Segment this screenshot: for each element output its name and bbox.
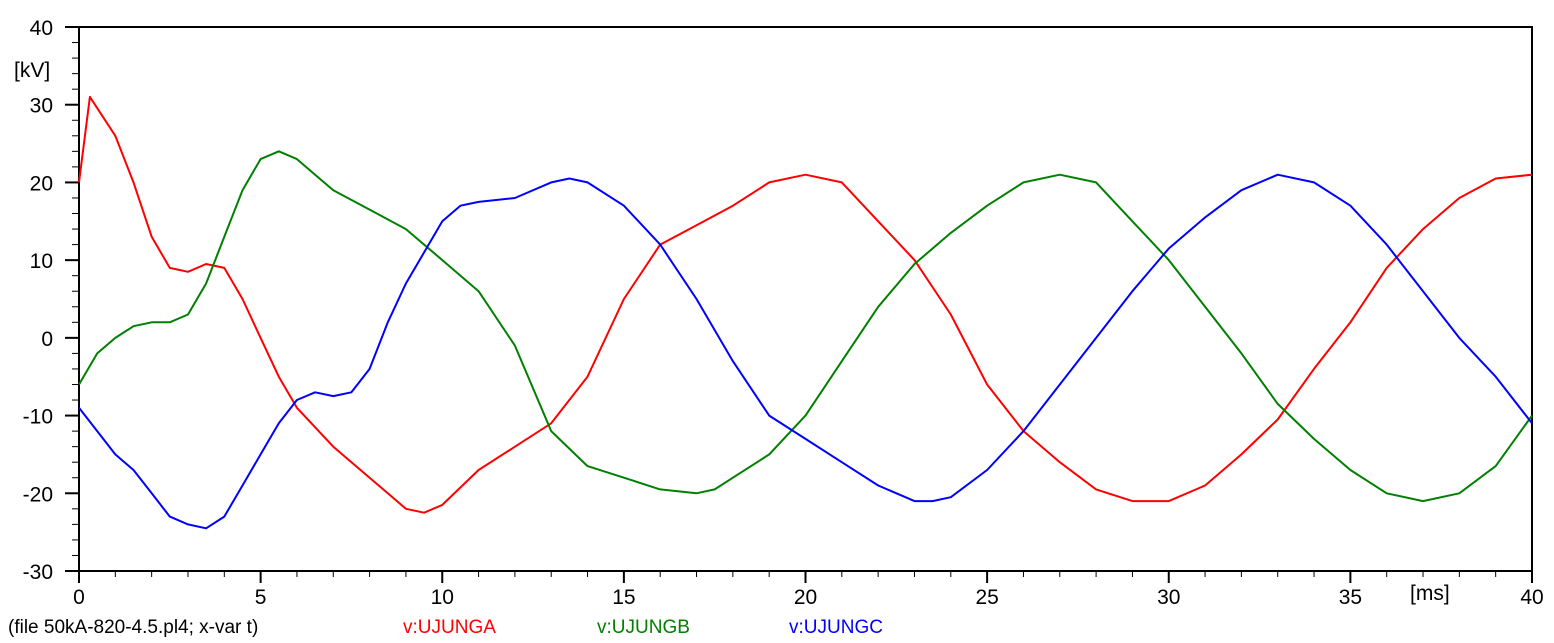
x-axis-unit-label: [ms] [1410, 582, 1450, 605]
footer-file-label: (file 50kA-820-4.5.pl4; x-var t) [8, 617, 258, 638]
y-tick-label: 10 [30, 250, 53, 273]
y-tick-label: 0 [41, 328, 53, 351]
legend-entry: v:UJUNGC [789, 617, 883, 638]
legend: v:UJUNGA v:UJUNGB v:UJUNGC [403, 617, 883, 638]
x-tick-label: 5 [255, 586, 267, 609]
series-lines [78, 95, 1533, 530]
x-axis-ticks: 0 5 10 15 20 25 30 35 40 [73, 571, 1544, 609]
series-line-v-ujungc [78, 173, 1533, 530]
x-tick-label: 0 [73, 586, 85, 609]
legend-entry: v:UJUNGA [403, 617, 496, 638]
x-tick-label: 15 [612, 586, 635, 609]
y-axis-ticks: -30 -20 -10 0 10 20 30 40 [23, 17, 79, 584]
series-line-v-ujungb [78, 150, 1533, 503]
plot-frame [78, 26, 1533, 572]
y-tick-label: 40 [30, 17, 53, 40]
x-tick-label: 35 [1339, 586, 1362, 609]
y-tick-label: 20 [30, 172, 53, 195]
x-tick-label: 10 [431, 586, 454, 609]
y-tick-label: -10 [23, 406, 53, 429]
series-line-v-ujunga [78, 95, 1533, 514]
legend-entry: v:UJUNGB [597, 617, 690, 638]
x-tick-label: 40 [1520, 586, 1543, 609]
y-tick-label: -20 [23, 483, 53, 506]
y-axis-unit-label: [kV] [14, 59, 50, 82]
y-tick-label: -30 [23, 561, 53, 584]
x-tick-label: 30 [1157, 586, 1180, 609]
y-tick-label: 30 [30, 95, 53, 118]
x-tick-label: 20 [794, 586, 817, 609]
x-tick-label: 25 [975, 586, 998, 609]
